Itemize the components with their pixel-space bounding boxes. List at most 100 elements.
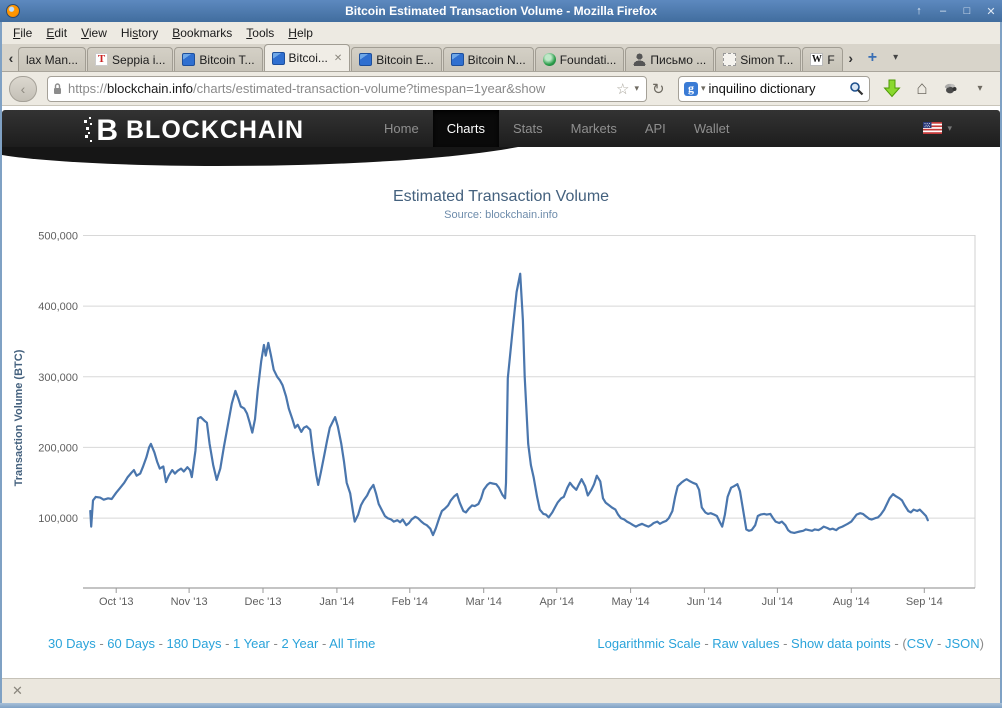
cube-favicon-icon: [182, 53, 196, 66]
footer-link-show-data-points[interactable]: Show data points: [791, 636, 891, 651]
lock-icon: [54, 83, 61, 94]
menu-bookmarks[interactable]: Bookmarks: [172, 26, 233, 40]
letter-t-favicon-icon: T: [95, 53, 109, 66]
url-bar[interactable]: https://blockchain.info/charts/estimated…: [47, 75, 647, 102]
footer-link-logarithmic-scale[interactable]: Logarithmic Scale: [597, 636, 701, 651]
export-paren-open: (: [902, 636, 907, 651]
cube-favicon-icon: [450, 53, 464, 66]
tab-scroll-right-icon[interactable]: ›: [848, 49, 854, 66]
tab-label: Simon T...: [740, 52, 794, 67]
link-separator: -: [779, 636, 792, 651]
addon-fly-button[interactable]: [940, 76, 964, 102]
menu-edit[interactable]: Edit: [46, 26, 68, 40]
globe-favicon-icon: [542, 53, 556, 66]
bitcoin-b-icon: B: [84, 115, 118, 145]
option-links: Logarithmic Scale - Raw values - Show da…: [597, 636, 984, 651]
blockchain-logo[interactable]: B BLOCKCHAIN: [84, 115, 304, 145]
browser-chrome: File Edit View History Bookmarks Tools Help ‹ …: [0, 22, 1002, 703]
x-tick-label: Jul '14: [762, 596, 793, 608]
timespan-links: 30 Days - 60 Days - 180 Days - 1 Year - …: [48, 636, 375, 651]
chart-plot-area[interactable]: 100,000 200,000 300,000 400,000 500,000 Oct '…: [2, 228, 1000, 610]
window-maximize-button[interactable]: □: [963, 4, 971, 17]
site-nav-markets[interactable]: Markets: [570, 121, 617, 136]
search-engine-dropdown-icon[interactable]: ▾: [701, 83, 706, 93]
footer-link-json[interactable]: JSON: [944, 636, 980, 651]
footer-link-30-days[interactable]: 30 Days: [48, 636, 96, 651]
site-nav-home[interactable]: Home: [384, 121, 419, 136]
window-close-button[interactable]: ✕: [986, 5, 996, 18]
footer-link-2-year[interactable]: 2 Year: [281, 636, 319, 651]
x-tick-label: Oct '13: [99, 596, 134, 608]
search-magnifier-icon[interactable]: [849, 81, 864, 96]
addon-bar-close-icon[interactable]: ✕: [12, 683, 23, 698]
back-forward-button[interactable]: ‹: [9, 75, 37, 102]
tab-list-dropdown-icon[interactable]: ▾: [893, 52, 899, 63]
menu-history[interactable]: History: [120, 26, 159, 40]
page-content: B BLOCKCHAIN Home Charts Stats Markets API Wa…: [2, 106, 1000, 678]
url-text[interactable]: https://blockchain.info/charts/estimated…: [68, 81, 615, 96]
footer-link-raw-values[interactable]: Raw values: [712, 636, 780, 651]
chart-svg: 100,000 200,000 300,000 400,000 500,000 Oct '…: [13, 231, 976, 608]
tab-label: Seppia i...: [112, 52, 166, 67]
home-button[interactable]: ⌂: [916, 77, 928, 99]
site-nav-wallet[interactable]: Wallet: [693, 121, 730, 136]
site-nav-charts[interactable]: Charts: [432, 110, 499, 147]
footer-link-1-year[interactable]: 1 Year: [233, 636, 270, 651]
tab[interactable]: lax Man...: [18, 47, 87, 71]
link-separator: -: [221, 636, 234, 651]
x-tick-label: Nov '13: [171, 596, 208, 608]
tab-scroll-left-icon[interactable]: ‹: [8, 49, 14, 66]
tab[interactable]: Bitcoin T...: [174, 47, 263, 71]
footer-link-all-time[interactable]: All Time: [329, 636, 376, 651]
footer-link-180-days[interactable]: 180 Days: [166, 636, 222, 651]
url-domain: blockchain.info: [107, 81, 194, 96]
url-path: /charts/estimated-transaction-volume?tim…: [193, 81, 546, 96]
window-bottom-border: [0, 703, 1002, 708]
tab[interactable]: Simon T...: [715, 47, 802, 71]
language-selector[interactable]: ▾: [923, 122, 952, 134]
cube-favicon-icon: [271, 51, 285, 65]
tab[interactable]: T Seppia i...: [87, 47, 174, 71]
header-swoosh: [2, 147, 518, 166]
tab-label: Bitcoin T...: [199, 52, 255, 67]
tab[interactable]: Foundati...: [534, 47, 625, 71]
link-separator: -: [318, 636, 330, 651]
new-tab-button[interactable]: +: [867, 48, 878, 66]
downloads-button[interactable]: [880, 76, 904, 102]
chart-title: Estimated Transaction Volume: [392, 188, 610, 205]
x-tick-label: Jan '14: [319, 596, 354, 608]
dashed-favicon-icon: [723, 53, 737, 66]
tab[interactable]: Bitcoin E...: [351, 47, 442, 71]
tab[interactable]: Bitcoin N...: [442, 47, 534, 71]
menu-help[interactable]: Help: [288, 26, 313, 40]
url-dropdown-icon[interactable]: ▾: [634, 83, 639, 93]
window-shade-button[interactable]: ↑: [916, 4, 922, 17]
google-engine-icon[interactable]: g: [684, 81, 698, 96]
x-tick-label: Sep '14: [906, 596, 943, 608]
menu-view[interactable]: View: [81, 26, 107, 40]
bookmark-star-icon[interactable]: ☆: [616, 80, 630, 98]
site-nav-api[interactable]: API: [644, 121, 666, 136]
y-axis-title: Transaction Volume (BTC): [13, 349, 25, 486]
tab-active[interactable]: Bitcoi... ✕: [263, 44, 351, 71]
reload-icon[interactable]: ↻: [652, 80, 665, 98]
menu-tools[interactable]: Tools: [246, 26, 275, 40]
search-input[interactable]: inquilino dictionary: [708, 81, 816, 96]
data-line-series[interactable]: [89, 272, 929, 537]
search-bar[interactable]: g ▾ inquilino dictionary: [678, 75, 870, 102]
link-separator: -: [933, 636, 945, 651]
tab[interactable]: Письмо ...: [625, 47, 715, 71]
site-nav-stats[interactable]: Stats: [512, 121, 543, 136]
y-tick-label: 300,000: [38, 372, 78, 384]
toolbar-overflow-dropdown-icon[interactable]: ▾: [977, 83, 983, 94]
wiki-favicon-icon: W: [810, 53, 824, 66]
tab-close-icon[interactable]: ✕: [333, 52, 343, 64]
menu-file[interactable]: File: [13, 26, 33, 40]
window-minimize-button[interactable]: –: [939, 4, 947, 17]
footer-link-csv[interactable]: CSV: [906, 636, 934, 651]
us-flag-icon: [923, 122, 943, 134]
footer-link-60-days[interactable]: 60 Days: [107, 636, 155, 651]
y-tick-label: 100,000: [38, 513, 78, 525]
